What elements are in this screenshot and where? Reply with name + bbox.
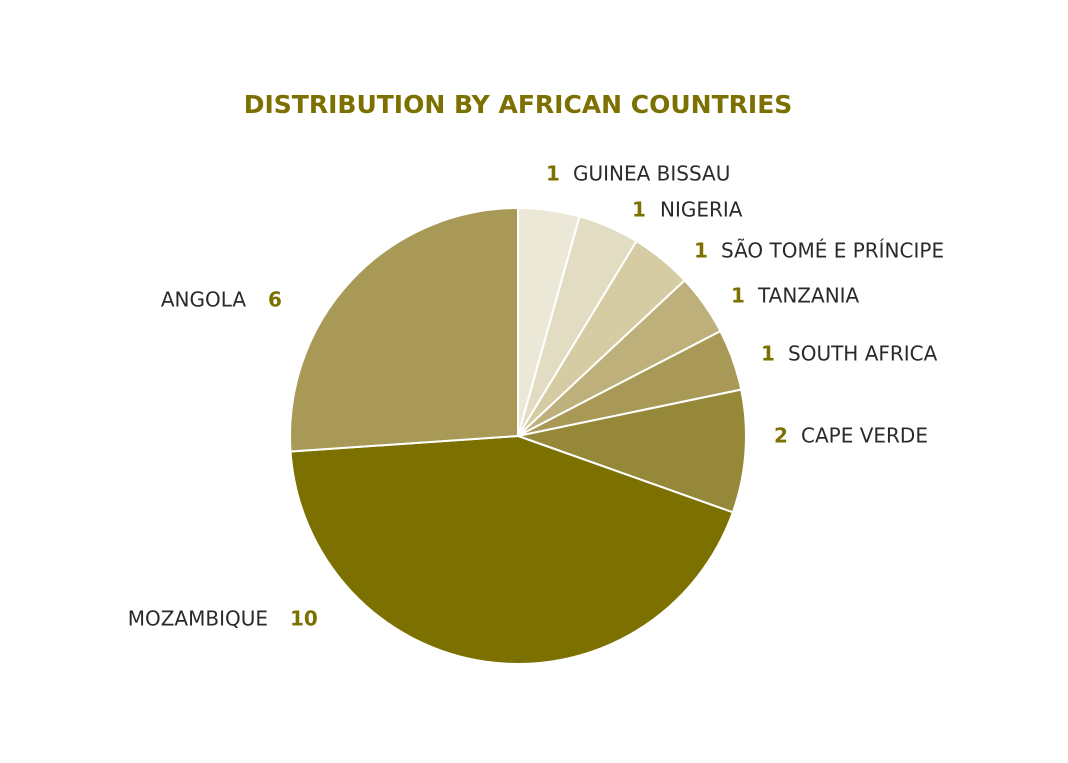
category-label: ANGOLA — [161, 288, 246, 312]
value-label: 2 — [774, 424, 788, 448]
value-label: 10 — [290, 607, 318, 631]
category-label: CAPE VERDE — [801, 424, 928, 448]
chart-title: DISTRIBUTION BY AFRICAN COUNTRIES — [244, 90, 793, 119]
value-label: 6 — [268, 288, 282, 312]
value-label: 1 — [761, 342, 775, 366]
pie-slice — [514, 388, 747, 514]
category-label: SOUTH AFRICA — [788, 342, 938, 366]
category-label: NIGERIA — [660, 198, 743, 222]
value-label: 1 — [731, 284, 745, 308]
category-label: SÃO TOMÉ E PRÍNCIPE — [721, 239, 944, 263]
pie-slice — [289, 434, 735, 665]
pie-slice — [289, 206, 519, 453]
value-label: 1 — [632, 198, 646, 222]
category-label: TANZANIA — [757, 284, 860, 308]
value-label: 1 — [546, 162, 560, 186]
value-label: 1 — [694, 239, 708, 263]
category-label: MOZAMBIQUE — [128, 607, 268, 631]
category-label: GUINEA BISSAU — [573, 162, 730, 186]
